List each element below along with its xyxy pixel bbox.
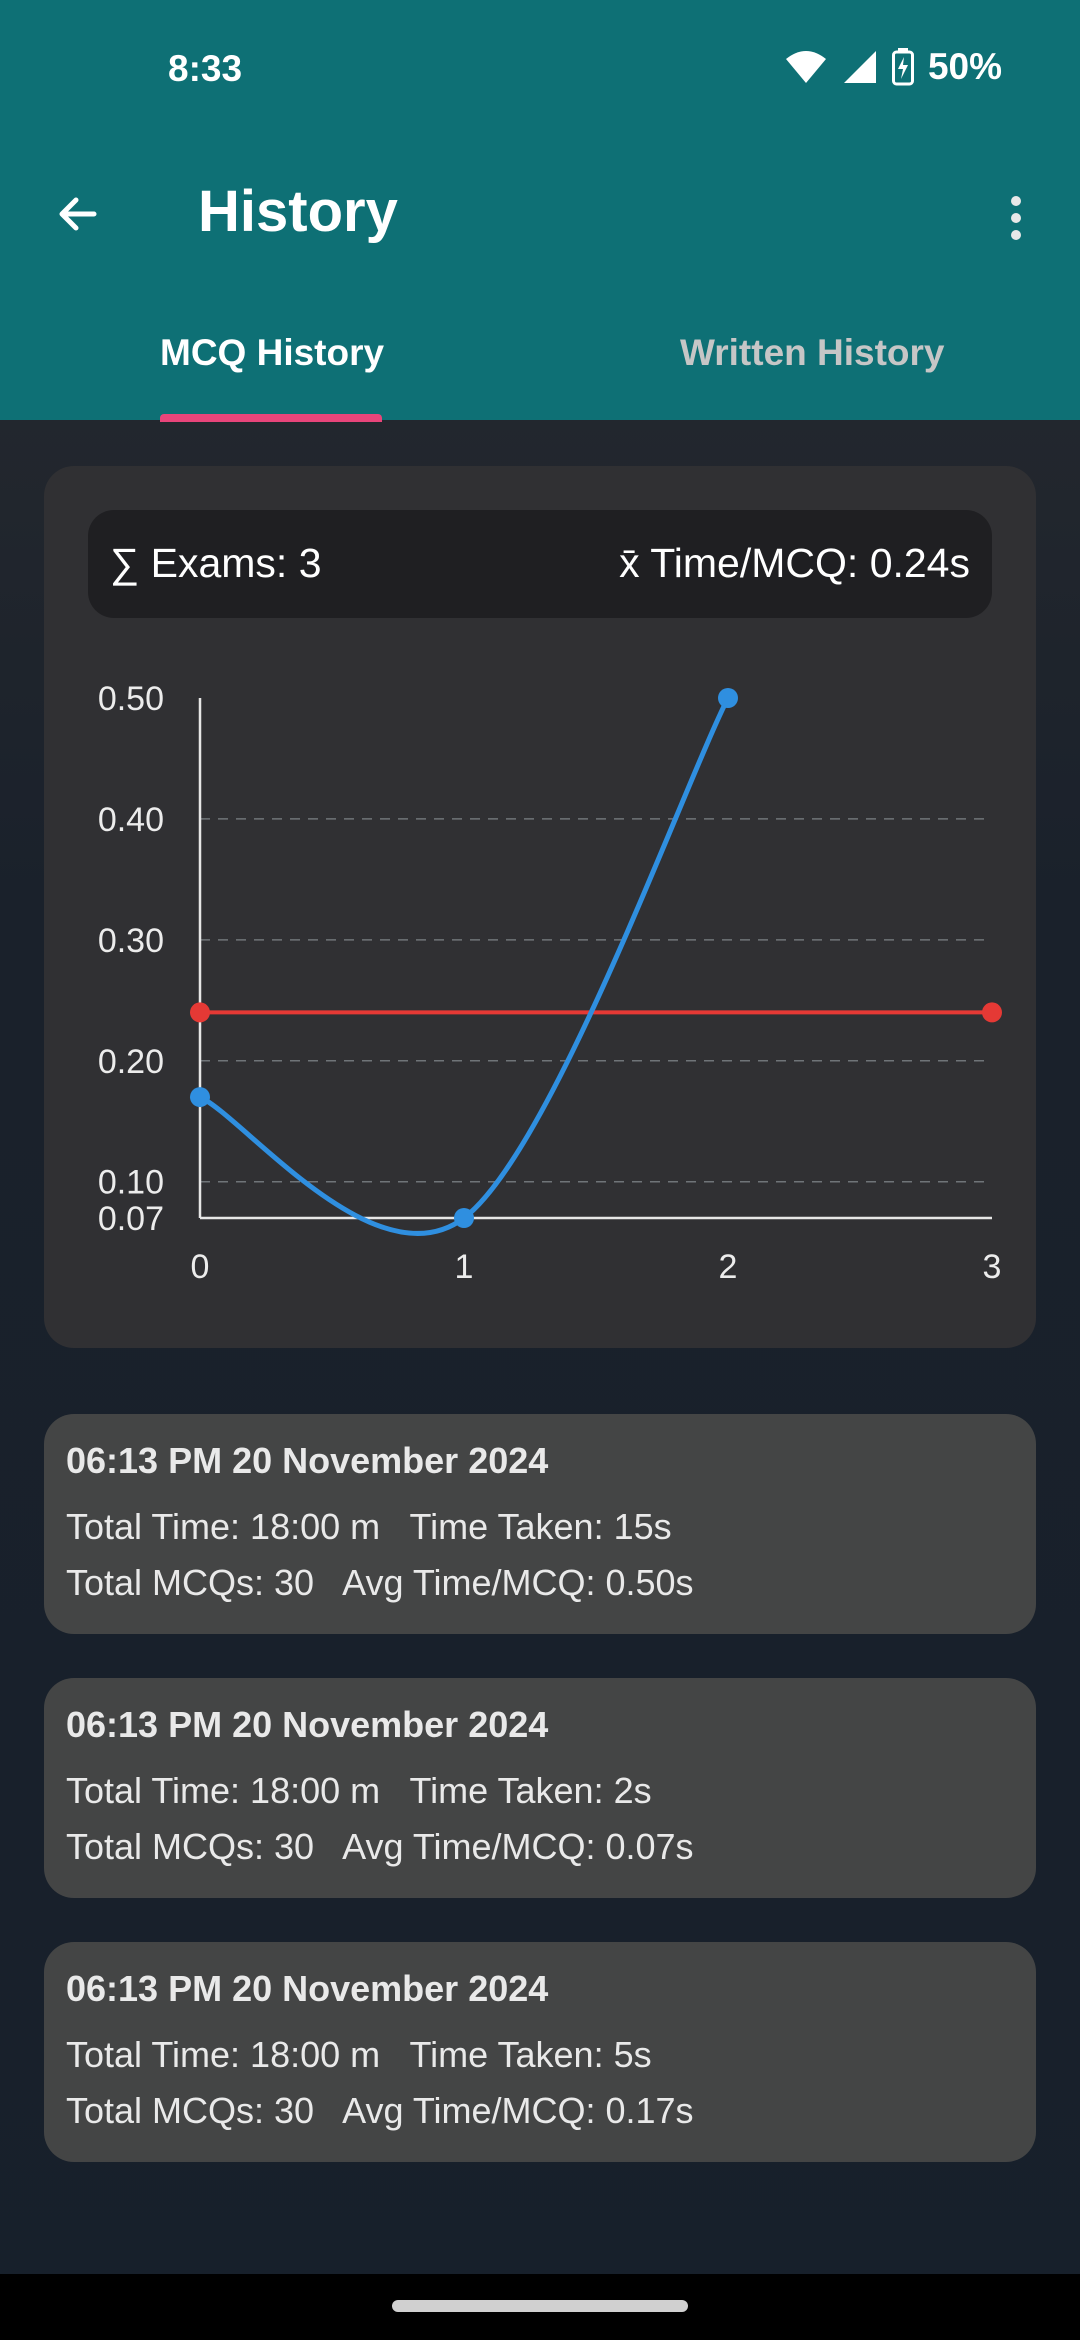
exam-mcq-details: Total MCQs: 30 Avg Time/MCQ: 0.07s [66,1826,694,1867]
line-chart: 0.070.10 0.20 0.30 0.40 0.50 0 1 2 3 [98,680,1002,1286]
y-tick-label: 0.07 [98,1200,164,1238]
status-bar: 8:33 50% [0,0,1080,140]
time-per-mcq-series-line [197,695,731,1236]
more-vert-icon [1011,196,1021,240]
tab-bar: MCQ History Written History [0,310,1080,422]
y-tick-label: 0.50 [98,680,164,718]
more-options-button[interactable] [992,186,1040,250]
tab-indicator [160,414,382,422]
status-time: 8:33 [168,48,243,89]
exam-mcq-details: Total MCQs: 30 Avg Time/MCQ: 0.17s [66,2090,694,2131]
back-button[interactable] [46,182,110,246]
exam-time-details: Total Time: 18:00 m Time Taken: 5s [66,2034,652,2075]
exam-datetime: 06:13 PM 20 November 2024 [66,1440,549,1481]
battery-percent: 50% [927,46,1002,87]
exam-datetime: 06:13 PM 20 November 2024 [66,1968,549,2009]
history-card[interactable]: 06:13 PM 20 November 2024 Total Time: 18… [44,1678,1036,1898]
battery-charging-icon [891,48,914,86]
app-bar: 8:33 50% History [0,0,1080,422]
status-icons: 50% [784,46,1002,88]
exam-datetime: 06:13 PM 20 November 2024 [66,1704,549,1745]
chart-card: ∑ Exams: 3 x̄ Time/MCQ: 0.24s 0.07 0.10 0.… [44,466,1036,1348]
exam-mcq-details: Total MCQs: 30 Avg Time/MCQ: 0.50s [66,1562,694,1603]
y-tick-label: 0.20 [98,1043,164,1081]
toolbar: History [0,160,1080,268]
exam-time-details: Total Time: 18:00 m Time Taken: 15s [66,1506,672,1547]
page-title: History [198,179,398,244]
summary-bar: ∑ Exams: 3 x̄ Time/MCQ: 0.24s [88,510,992,618]
x-tick-label: 2 [719,1248,738,1286]
signal-icon [843,51,876,83]
average-time-per-mcq: x̄ Time/MCQ: 0.24s [619,540,970,586]
exam-count: ∑ Exams: 3 [110,540,322,586]
x-tick-label: 1 [455,1248,474,1286]
y-tick-label: 0.30 [98,922,164,960]
x-tick-label: 3 [983,1248,1002,1286]
y-tick-label: 0.10 [98,1164,164,1202]
home-gesture-handle[interactable] [392,2300,688,2312]
time-per-mcq-series-point [190,1087,210,1108]
y-tick-label: 0.40 [98,801,164,839]
wifi-icon [785,51,826,83]
average-series-point [190,1002,210,1023]
time-per-mcq-series-point [718,688,738,708]
arrow-back-icon [59,197,97,231]
average-series-point [982,1002,1002,1023]
history-card[interactable]: 06:13 PM 20 November 2024 Total Time: 18… [44,1942,1036,2162]
tab-mcq-history[interactable]: MCQ History [160,332,385,373]
exam-time-details: Total Time: 18:00 m Time Taken: 2s [66,1770,652,1811]
time-per-mcq-series-point [454,1208,474,1228]
history-card[interactable]: 06:13 PM 20 November 2024 Total Time: 18… [44,1414,1036,1634]
x-tick-label: 0 [191,1248,210,1286]
tab-written-history[interactable]: Written History [680,332,945,373]
